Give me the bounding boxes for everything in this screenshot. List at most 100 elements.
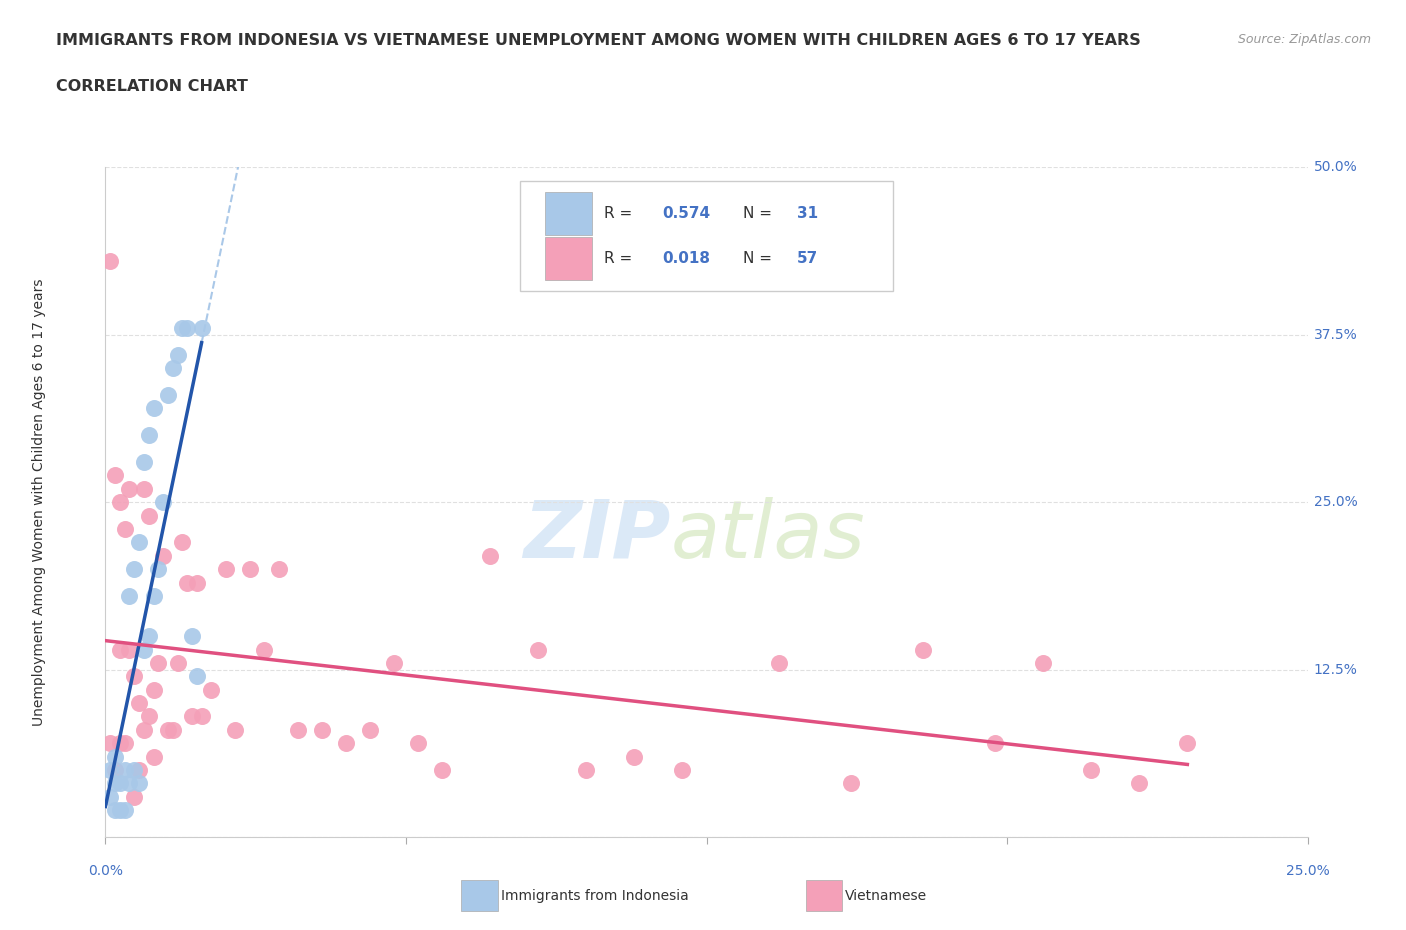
Point (104, 803, 127, 817)
Point (1128, 776, 1150, 790)
Point (156, 388, 179, 403)
Point (335, 736, 357, 751)
Point (148, 562, 170, 577)
Point (124, 562, 146, 577)
Point (104, 468, 127, 483)
Text: Unemployment Among Women with Children Ages 6 to 17 years: Unemployment Among Women with Children A… (32, 278, 46, 726)
Point (186, 669, 208, 684)
Point (108, 495, 131, 510)
Point (287, 723, 309, 737)
Point (1175, 736, 1198, 751)
Point (406, 736, 429, 751)
Point (152, 549, 174, 564)
Point (186, 575, 208, 590)
Point (128, 763, 150, 777)
Text: Vietnamese: Vietnamese (845, 888, 927, 903)
Point (142, 683, 165, 698)
Point (128, 535, 150, 550)
Point (176, 321, 198, 336)
Text: Source: ZipAtlas.com: Source: ZipAtlas.com (1237, 33, 1371, 46)
Point (132, 482, 155, 497)
Point (359, 723, 381, 737)
Point (984, 736, 1007, 751)
Point (200, 683, 222, 698)
Point (166, 656, 188, 671)
Point (132, 455, 155, 470)
Point (148, 656, 170, 671)
Point (239, 562, 262, 577)
Point (527, 642, 550, 657)
Point (382, 656, 405, 671)
Point (311, 723, 333, 737)
Point (98, 763, 121, 777)
FancyBboxPatch shape (546, 237, 592, 280)
Point (142, 589, 165, 604)
Point (98, 254, 121, 269)
Text: R =: R = (605, 206, 637, 220)
Point (124, 790, 146, 804)
Point (162, 723, 184, 737)
Point (214, 562, 236, 577)
Text: 0.018: 0.018 (662, 251, 710, 266)
Text: 12.5%: 12.5% (1313, 662, 1357, 677)
Text: 57: 57 (797, 251, 818, 266)
Point (114, 763, 136, 777)
Point (156, 723, 179, 737)
FancyBboxPatch shape (546, 192, 592, 234)
Point (138, 508, 160, 523)
Point (98, 736, 121, 751)
Text: 37.5%: 37.5% (1313, 327, 1357, 342)
Point (253, 642, 276, 657)
Text: Immigrants from Indonesia: Immigrants from Indonesia (501, 888, 689, 903)
Point (768, 656, 790, 671)
Text: 25.0%: 25.0% (1313, 495, 1357, 510)
Point (138, 428, 160, 443)
Point (267, 562, 290, 577)
Point (118, 482, 141, 497)
Point (172, 321, 194, 336)
Point (479, 549, 502, 564)
Point (108, 736, 131, 751)
Point (124, 763, 146, 777)
Text: CORRELATION CHART: CORRELATION CHART (56, 79, 247, 94)
Point (190, 321, 212, 336)
Point (142, 401, 165, 416)
Text: 31: 31 (797, 206, 818, 220)
Text: IMMIGRANTS FROM INDONESIA VS VIETNAMESE UNEMPLOYMENT AMONG WOMEN WITH CHILDREN A: IMMIGRANTS FROM INDONESIA VS VIETNAMESE … (56, 33, 1142, 47)
Point (172, 535, 194, 550)
Point (142, 750, 165, 764)
Point (98, 790, 121, 804)
Text: atlas: atlas (671, 497, 865, 575)
Point (132, 723, 155, 737)
Point (152, 495, 174, 510)
Point (114, 736, 136, 751)
Point (124, 669, 146, 684)
Text: 50.0%: 50.0% (1313, 160, 1357, 175)
Point (108, 803, 131, 817)
Point (1032, 656, 1054, 671)
Text: 0.0%: 0.0% (89, 864, 122, 878)
Point (181, 629, 204, 644)
Point (138, 629, 160, 644)
Point (190, 709, 212, 724)
Point (108, 776, 131, 790)
FancyBboxPatch shape (520, 180, 893, 291)
Point (162, 361, 184, 376)
Point (118, 589, 141, 604)
Point (181, 709, 204, 724)
Point (118, 642, 141, 657)
Point (1080, 763, 1102, 777)
Text: N =: N = (742, 206, 776, 220)
Point (166, 348, 188, 363)
Point (104, 750, 127, 764)
Text: 0.574: 0.574 (662, 206, 710, 220)
Point (138, 709, 160, 724)
Point (911, 642, 934, 657)
Point (671, 763, 693, 777)
Point (118, 776, 141, 790)
Point (575, 763, 598, 777)
Point (108, 642, 131, 657)
Point (430, 763, 453, 777)
Text: R =: R = (605, 251, 637, 266)
Text: ZIP: ZIP (523, 497, 671, 575)
